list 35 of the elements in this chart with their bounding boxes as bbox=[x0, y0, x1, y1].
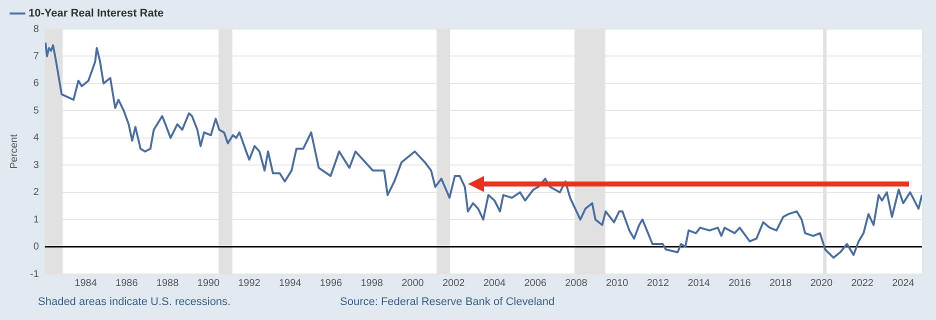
y-tick-label: 1 bbox=[33, 214, 40, 226]
x-tick-label: 1986 bbox=[116, 278, 138, 289]
x-tick-label: 2004 bbox=[483, 278, 506, 289]
y-tick-label: 3 bbox=[33, 160, 40, 171]
x-tick-label: 2022 bbox=[851, 278, 874, 289]
x-tick-label: 1984 bbox=[74, 278, 98, 289]
x-tick-label: 2024 bbox=[892, 278, 915, 289]
y-tick-label: 6 bbox=[33, 78, 40, 90]
legend-label: 10-Year Real Interest Rate bbox=[28, 8, 164, 20]
y-tick-label: 7 bbox=[33, 50, 40, 62]
x-tick-label: 2010 bbox=[606, 278, 629, 289]
x-tick-label: 1994 bbox=[278, 278, 302, 289]
x-tick-label: 2002 bbox=[442, 278, 466, 289]
y-tick-label: 5 bbox=[33, 105, 40, 116]
source-note: Source: Federal Reserve Bank of Cleveland bbox=[340, 296, 555, 308]
x-tick-label: 2008 bbox=[565, 278, 588, 289]
text: Shaded areas indicate U.S. recessions. bbox=[38, 296, 231, 308]
x-tick-label: 1996 bbox=[320, 278, 343, 289]
y-axis-title: Percent bbox=[8, 134, 20, 169]
x-tick-label: 1992 bbox=[238, 278, 261, 289]
y-tick-label: 4 bbox=[33, 132, 40, 144]
y-tick-label: 2 bbox=[33, 187, 40, 198]
x-tick-label: 1988 bbox=[156, 278, 180, 289]
x-tick-label: 1998 bbox=[360, 278, 384, 289]
x-tick-label: 2020 bbox=[810, 278, 834, 289]
y-tick-label: 0 bbox=[33, 242, 40, 253]
y-tick-label: 8 bbox=[33, 24, 40, 35]
x-tick-label: 2012 bbox=[646, 278, 670, 289]
x-tick-label: 2018 bbox=[769, 278, 792, 289]
x-tick-label: 2014 bbox=[688, 278, 710, 289]
x-tick-label: 2016 bbox=[728, 278, 752, 289]
y-tick-label: -1 bbox=[30, 268, 40, 280]
x-tick-label: 2006 bbox=[524, 278, 547, 289]
x-tick-label: 2000 bbox=[402, 278, 424, 289]
x-tick-label: 1990 bbox=[197, 278, 220, 289]
